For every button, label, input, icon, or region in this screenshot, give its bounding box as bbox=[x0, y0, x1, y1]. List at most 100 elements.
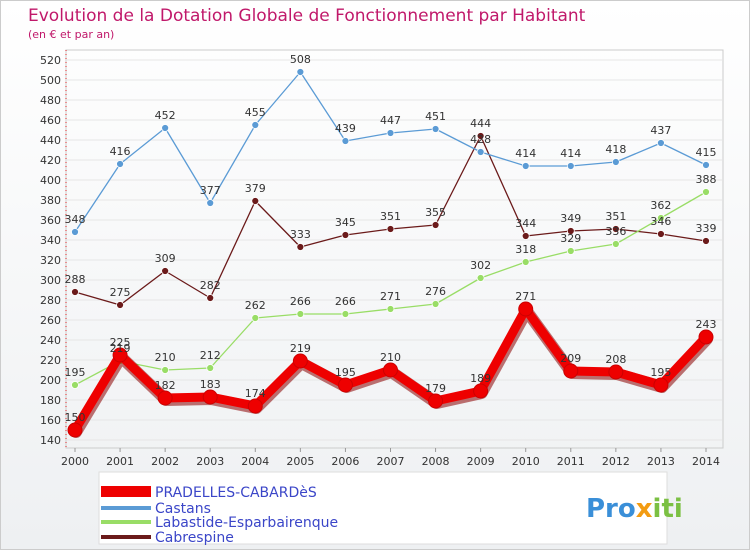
data-label: 346 bbox=[650, 215, 671, 228]
data-point bbox=[251, 121, 260, 129]
data-point bbox=[473, 383, 489, 399]
data-point bbox=[431, 221, 440, 229]
data-point bbox=[476, 274, 485, 282]
data-label: 212 bbox=[200, 349, 221, 362]
data-point bbox=[341, 231, 350, 239]
data-label: 183 bbox=[200, 378, 221, 391]
data-point bbox=[611, 225, 620, 233]
data-label: 210 bbox=[155, 351, 176, 364]
data-point bbox=[157, 390, 173, 406]
data-label: 388 bbox=[696, 173, 717, 186]
y-tick-label: 440 bbox=[40, 134, 61, 147]
y-tick-label: 360 bbox=[40, 214, 61, 227]
data-label: 348 bbox=[65, 213, 86, 226]
y-tick-label: 340 bbox=[40, 234, 61, 247]
data-point bbox=[386, 225, 395, 233]
data-point bbox=[161, 124, 170, 132]
y-tick-label: 320 bbox=[40, 254, 61, 267]
y-tick-label: 380 bbox=[40, 194, 61, 207]
data-point bbox=[247, 398, 263, 414]
x-tick-label: 2007 bbox=[377, 455, 405, 468]
y-tick-label: 400 bbox=[40, 174, 61, 187]
legend: PRADELLES-CABARDèSCastansLabastide-Espar… bbox=[101, 485, 338, 546]
data-point bbox=[476, 148, 485, 156]
data-point bbox=[206, 294, 215, 302]
data-label: 266 bbox=[290, 295, 311, 308]
x-tick-label: 2003 bbox=[196, 455, 224, 468]
data-point bbox=[206, 364, 215, 372]
data-label: 349 bbox=[560, 212, 581, 225]
y-tick-label: 200 bbox=[40, 374, 61, 387]
data-labels: 288 275 309 282 379 333 345 351 355 444 344 349 351 3… bbox=[65, 53, 717, 424]
data-point bbox=[657, 230, 665, 238]
data-label: 243 bbox=[696, 318, 717, 331]
data-label: 362 bbox=[650, 199, 671, 212]
series-2 bbox=[71, 188, 710, 389]
data-label: 428 bbox=[470, 133, 491, 146]
data-label: 415 bbox=[696, 146, 717, 159]
data-point bbox=[251, 197, 260, 205]
data-point bbox=[702, 188, 710, 196]
data-label: 377 bbox=[200, 184, 221, 197]
data-label: 351 bbox=[605, 210, 626, 223]
series-0 bbox=[67, 301, 714, 438]
y-tick-label: 420 bbox=[40, 154, 61, 167]
data-point bbox=[563, 363, 579, 379]
data-label: 225 bbox=[110, 336, 131, 349]
data-point bbox=[698, 329, 714, 345]
data-label: 329 bbox=[560, 232, 581, 245]
data-label: 451 bbox=[425, 110, 446, 123]
y-tick-label: 300 bbox=[40, 274, 61, 287]
data-label: 179 bbox=[425, 382, 446, 395]
data-label: 345 bbox=[335, 216, 356, 229]
data-point bbox=[566, 247, 575, 255]
x-tick-labels: 2000 2001 2002 2003 2004 2005 2006 2007 2008 2009… bbox=[61, 448, 720, 468]
data-label: 333 bbox=[290, 228, 311, 241]
legend-swatch bbox=[101, 506, 151, 510]
data-point bbox=[521, 258, 530, 266]
data-label: 219 bbox=[110, 342, 131, 355]
x-tick-label: 2008 bbox=[422, 455, 450, 468]
data-point bbox=[67, 422, 83, 438]
data-point bbox=[71, 381, 79, 389]
data-point bbox=[518, 301, 534, 317]
data-point bbox=[71, 228, 79, 236]
grid bbox=[67, 59, 722, 441]
data-point bbox=[116, 301, 124, 309]
data-point bbox=[566, 162, 575, 170]
data-point bbox=[657, 214, 665, 222]
series-3 bbox=[71, 132, 710, 309]
legend-swatch bbox=[101, 520, 151, 524]
data-label: 452 bbox=[155, 109, 176, 122]
y-tick-label: 240 bbox=[40, 334, 61, 347]
y-tick-label: 160 bbox=[40, 414, 61, 427]
data-point bbox=[608, 364, 624, 380]
data-label: 276 bbox=[425, 285, 446, 298]
data-point bbox=[386, 305, 395, 313]
x-tick-label: 2012 bbox=[602, 455, 630, 468]
data-label: 336 bbox=[605, 225, 626, 238]
logo: Proxiti bbox=[586, 494, 683, 524]
data-label: 174 bbox=[245, 387, 266, 400]
data-label: 439 bbox=[335, 122, 356, 135]
data-label: 209 bbox=[560, 352, 581, 365]
y-tick-label: 260 bbox=[40, 314, 61, 327]
data-point bbox=[653, 377, 669, 393]
data-label: 262 bbox=[245, 299, 266, 312]
y-tick-label: 500 bbox=[40, 74, 61, 87]
data-label: 195 bbox=[65, 366, 86, 379]
data-label: 150 bbox=[65, 411, 86, 424]
y-tick-label: 480 bbox=[40, 94, 61, 107]
y-tick-labels: 140 160 180 200 220 240 260 280 300 320 340 360 380 4… bbox=[40, 54, 61, 447]
data-point bbox=[251, 314, 260, 322]
data-label: 508 bbox=[290, 53, 311, 66]
data-label: 271 bbox=[380, 290, 401, 303]
data-label: 210 bbox=[380, 351, 401, 364]
data-label: 379 bbox=[245, 182, 266, 195]
data-label: 339 bbox=[696, 222, 717, 235]
legend-swatch bbox=[101, 535, 151, 539]
data-label: 282 bbox=[200, 279, 221, 292]
